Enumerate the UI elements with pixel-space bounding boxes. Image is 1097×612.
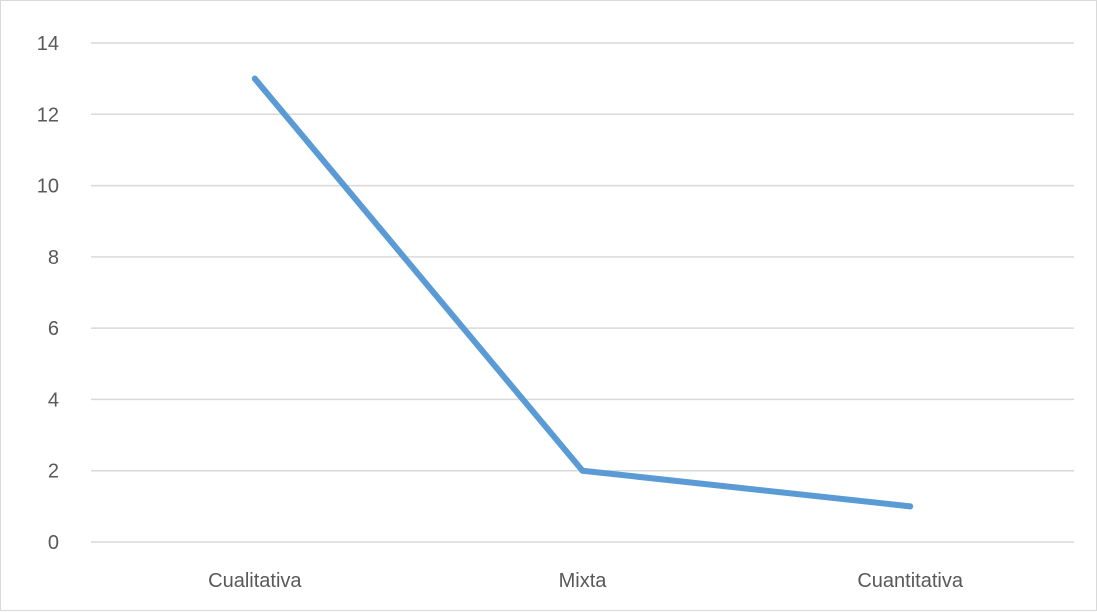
data-point-cualitativa <box>251 75 258 82</box>
y-tick-label: 0 <box>48 532 59 554</box>
series-line <box>251 75 914 510</box>
y-axis-tick-labels: 0 2 4 6 8 10 12 14 <box>37 33 59 554</box>
y-tick-label: 8 <box>48 247 59 269</box>
x-tick-label: Cualitativa <box>208 570 302 592</box>
y-tick-label: 6 <box>48 318 59 340</box>
y-tick-label: 12 <box>37 104 59 126</box>
y-tick-label: 14 <box>37 33 59 55</box>
data-point-mixta <box>579 467 586 474</box>
y-tick-label: 2 <box>48 461 59 483</box>
series-layer <box>251 75 914 510</box>
data-point-cuantitativa <box>907 503 914 510</box>
y-tick-label: 4 <box>48 389 59 411</box>
x-axis-tick-labels: Cualitativa Mixta Cuantitativa <box>208 570 964 592</box>
x-tick-label: Mixta <box>559 570 608 592</box>
gridlines <box>91 42 1074 543</box>
y-tick-label: 10 <box>37 176 59 198</box>
x-tick-label: Cuantitativa <box>857 570 963 592</box>
